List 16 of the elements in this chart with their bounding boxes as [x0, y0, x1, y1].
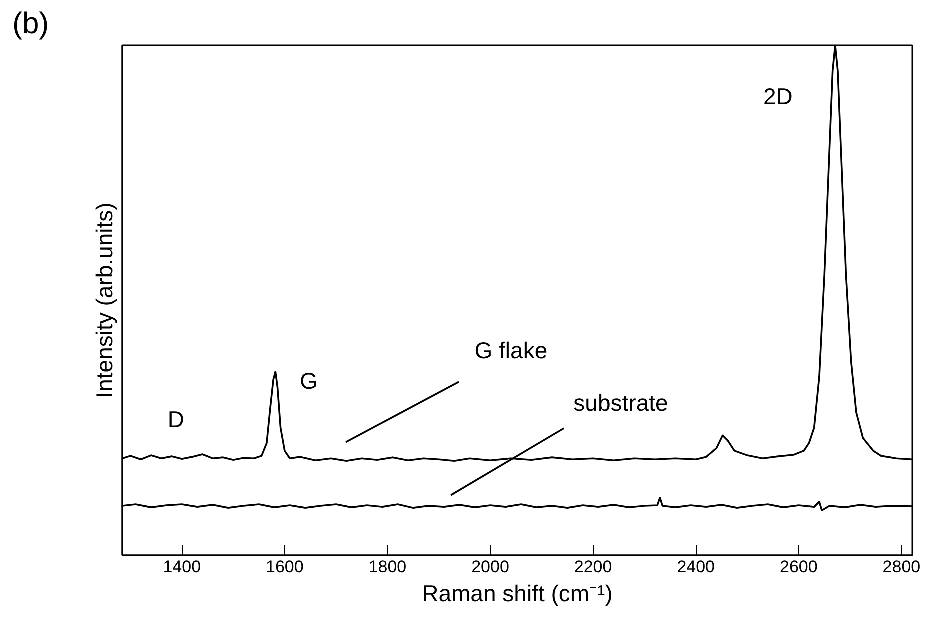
annotation: G flake: [474, 337, 548, 364]
x-tick-label: 2000: [472, 558, 510, 576]
x-tick-label: 2200: [574, 558, 612, 576]
x-tick-label: 1600: [266, 558, 304, 576]
x-tick-label: 2600: [780, 558, 818, 576]
annotation: G: [300, 368, 318, 394]
x-tick-label: 1400: [163, 558, 202, 576]
x-tick-label: 2800: [882, 558, 921, 576]
y-axis-title: Intensity (arb.units): [92, 202, 118, 398]
x-tick-label: 2400: [677, 558, 716, 576]
annotation: substrate: [574, 390, 668, 416]
annotation: D: [168, 406, 185, 432]
x-tick-label: 1800: [368, 558, 407, 576]
x-axis-title: Raman shift (cm⁻¹): [422, 580, 613, 606]
annotation: 2D: [764, 84, 793, 110]
chart-title: (b): [12, 8, 50, 40]
